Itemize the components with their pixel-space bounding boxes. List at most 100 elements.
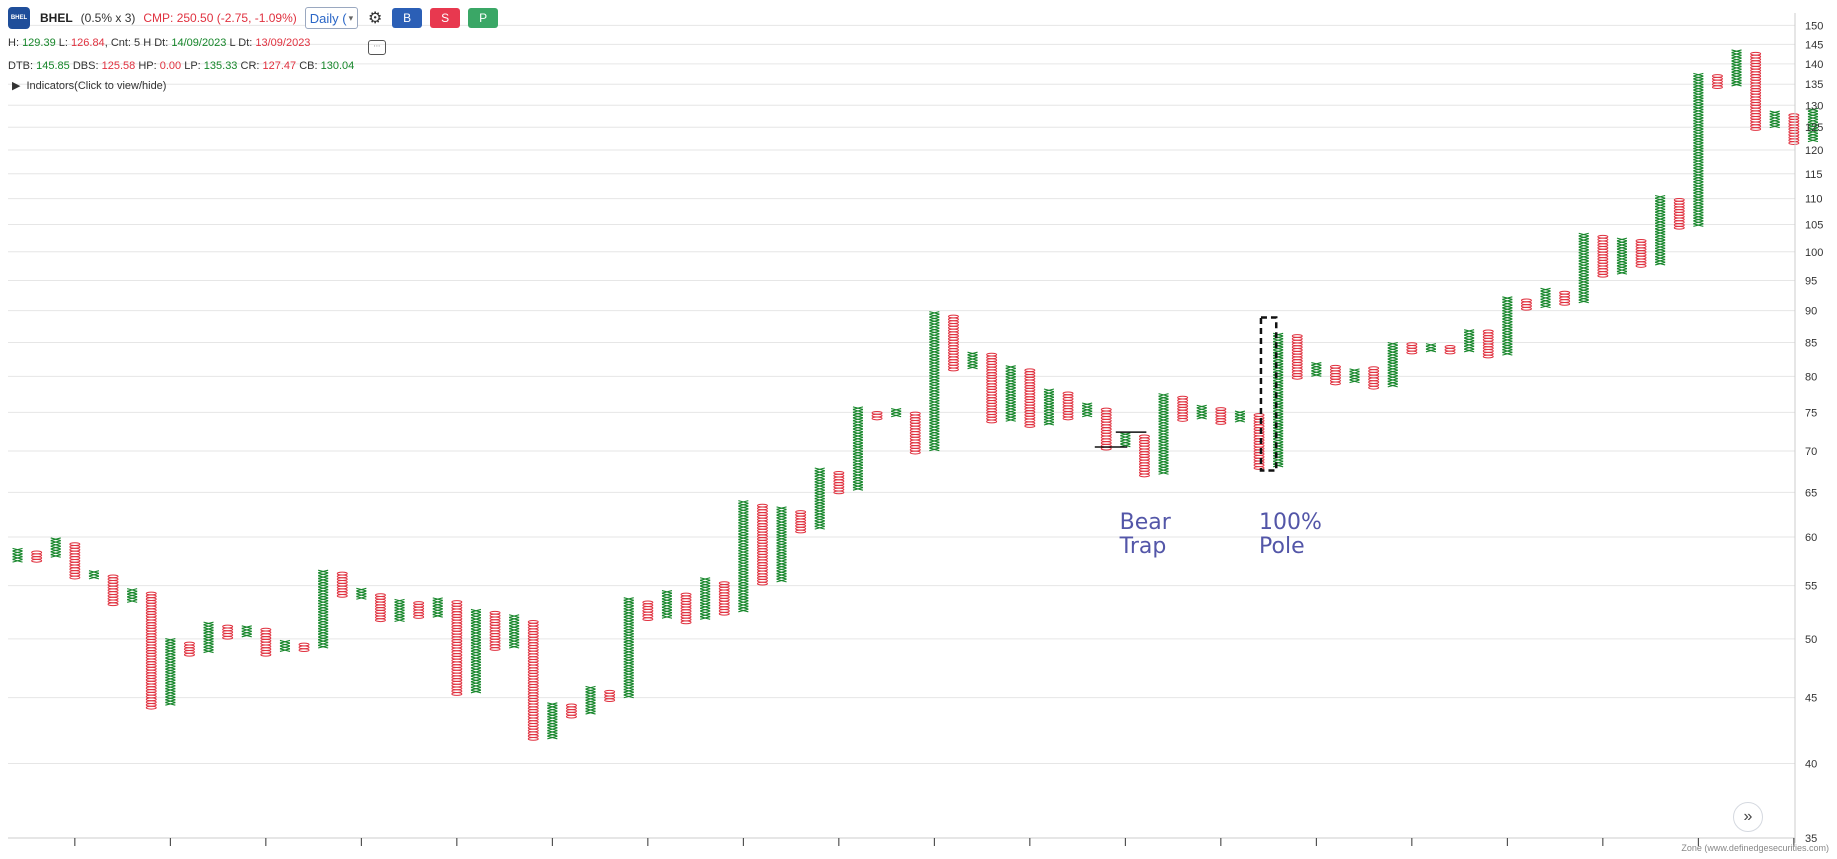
x-mark xyxy=(1043,399,1055,404)
x-mark xyxy=(585,694,596,698)
x-mark xyxy=(661,590,673,594)
x-mark xyxy=(776,517,787,522)
x-mark xyxy=(852,414,864,419)
x-mark xyxy=(929,347,940,351)
x-mark xyxy=(852,464,864,469)
x-mark xyxy=(279,639,291,644)
o-mark xyxy=(1291,334,1303,338)
x-column xyxy=(738,500,749,613)
x-mark xyxy=(1273,394,1284,398)
o-column xyxy=(1215,407,1227,425)
gear-icon[interactable]: ⚙ xyxy=(367,10,383,27)
x-mark xyxy=(661,592,673,597)
x-mark xyxy=(1655,250,1666,255)
x-column xyxy=(509,614,520,649)
x-mark xyxy=(127,599,138,603)
o-mark xyxy=(718,581,730,585)
o-mark xyxy=(1673,198,1685,202)
x-mark xyxy=(1693,214,1704,219)
o-column xyxy=(451,600,463,696)
x-mark xyxy=(127,590,138,595)
scroll-right-button[interactable]: » xyxy=(1733,802,1763,832)
o-mark xyxy=(1597,234,1609,239)
x-mark xyxy=(1731,60,1742,65)
x-mark xyxy=(1273,380,1284,384)
x-mark xyxy=(929,375,940,379)
sell-button[interactable]: S xyxy=(430,8,461,28)
x-mark xyxy=(318,600,329,604)
x-mark xyxy=(1273,460,1284,465)
o-mark xyxy=(413,601,425,605)
x-mark xyxy=(967,365,978,370)
x-mark xyxy=(776,534,787,538)
x-mark xyxy=(738,544,749,549)
x-mark xyxy=(929,330,940,335)
x-mark xyxy=(50,554,61,558)
x-mark xyxy=(623,647,634,651)
indicators-toggle[interactable]: ▶ Indicators(Click to view/hide) xyxy=(12,79,166,93)
x-mark xyxy=(738,594,749,599)
x-mark xyxy=(1158,440,1169,445)
x-mark xyxy=(776,556,787,561)
x-mark xyxy=(1693,95,1704,99)
x-mark xyxy=(929,422,940,427)
x-mark xyxy=(1158,434,1169,439)
x-mark xyxy=(165,643,176,648)
x-mark xyxy=(852,473,864,477)
x-mark xyxy=(165,688,176,692)
o-column xyxy=(1138,434,1150,478)
x-mark xyxy=(623,663,634,668)
x-mark xyxy=(776,573,787,577)
x-mark xyxy=(700,613,711,618)
x-mark xyxy=(852,478,864,483)
x-mark xyxy=(929,436,940,441)
x-mark xyxy=(318,625,329,630)
buy-button[interactable]: B xyxy=(392,8,423,28)
x-mark xyxy=(318,636,329,641)
x-mark xyxy=(1693,223,1704,227)
x-mark xyxy=(547,721,558,726)
x-mark xyxy=(1273,363,1284,368)
x-mark xyxy=(1234,410,1246,415)
x-mark xyxy=(852,445,864,449)
x-mark xyxy=(929,425,940,429)
y-tick-label: 150 xyxy=(1805,20,1823,32)
x-mark xyxy=(1273,338,1284,343)
x-mark xyxy=(700,585,711,590)
hdt-value: 14/09/2023 xyxy=(171,37,227,49)
interval-select[interactable]: Daily ( ▾ xyxy=(304,7,359,29)
x-mark xyxy=(623,597,634,601)
x-mark xyxy=(1273,430,1284,434)
x-mark xyxy=(318,569,329,574)
x-mark xyxy=(470,675,482,680)
hl-info-row: H: 129.39 L: 126.84, Cnt: 5 H Dt: 14/09/… xyxy=(8,37,311,49)
o-column xyxy=(833,470,845,495)
x-mark xyxy=(929,311,940,315)
o-column xyxy=(1788,113,1800,145)
x-mark xyxy=(394,612,405,617)
x-mark xyxy=(1387,344,1398,349)
x-mark xyxy=(1693,167,1704,172)
x-mark xyxy=(1578,288,1589,293)
p-button[interactable]: P xyxy=(468,8,499,28)
o-column xyxy=(413,601,425,619)
x-mark xyxy=(929,372,940,377)
symbol-name[interactable]: BHEL xyxy=(40,11,73,25)
x-mark xyxy=(1693,192,1704,197)
x-mark xyxy=(318,572,329,577)
x-mark xyxy=(1655,225,1666,230)
x-mark xyxy=(1655,239,1666,244)
x-mark xyxy=(623,608,634,612)
x-mark xyxy=(852,409,864,413)
o-column xyxy=(1291,334,1303,380)
x-mark xyxy=(1693,81,1704,85)
comment-icon[interactable]: ⋯ xyxy=(368,40,386,55)
o-column xyxy=(1100,407,1112,451)
x-mark xyxy=(1540,293,1551,297)
x-mark xyxy=(470,636,482,641)
x-mark xyxy=(1693,131,1704,136)
x-mark xyxy=(700,582,711,587)
x-mark xyxy=(1693,86,1704,91)
x-mark xyxy=(776,548,787,552)
